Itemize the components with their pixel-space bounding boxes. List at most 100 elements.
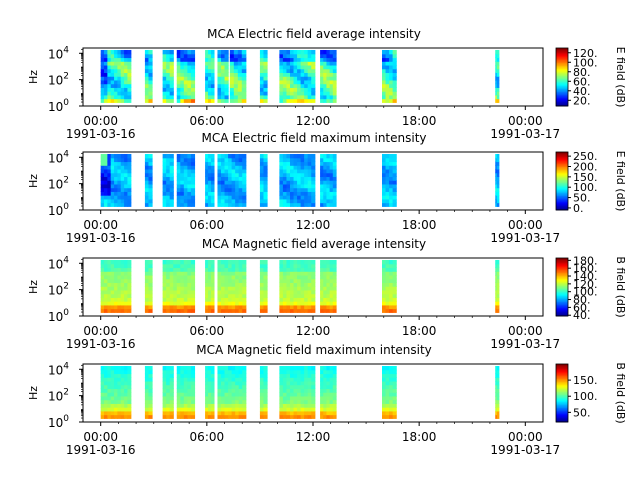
data-cell xyxy=(238,153,243,159)
data-cell xyxy=(259,278,265,284)
data-cell xyxy=(297,61,302,66)
data-cell xyxy=(148,87,153,92)
data-cell xyxy=(238,304,243,310)
data-cell xyxy=(100,180,105,185)
data-cell xyxy=(224,176,229,181)
data-cell xyxy=(117,293,122,298)
data-cell xyxy=(148,380,153,386)
data-cell xyxy=(233,68,239,74)
data-cell xyxy=(304,202,309,207)
data-cell xyxy=(100,168,105,174)
data-cell xyxy=(293,403,298,408)
data-cell xyxy=(183,308,188,313)
data-cell xyxy=(300,168,305,174)
data-cell xyxy=(231,187,236,192)
data-cell xyxy=(237,94,243,100)
data-cell xyxy=(127,271,132,276)
data-cell xyxy=(279,278,284,284)
data-cell xyxy=(389,384,394,390)
data-cell xyxy=(144,388,150,393)
colorbar-step xyxy=(556,395,568,398)
data-cell xyxy=(300,176,305,181)
data-cell xyxy=(117,79,122,85)
data-cell xyxy=(329,289,334,295)
data-cell xyxy=(323,388,328,393)
data-cell xyxy=(114,289,118,295)
data-cell xyxy=(382,414,387,419)
data-cell xyxy=(231,301,236,306)
data-cell xyxy=(307,369,312,375)
data-cell xyxy=(217,407,222,412)
data-cell xyxy=(238,369,243,375)
data-cell xyxy=(114,202,118,207)
data-cell xyxy=(279,68,284,74)
data-cell xyxy=(389,308,394,313)
data-cell xyxy=(385,198,390,204)
data-cell xyxy=(176,399,181,404)
data-cell xyxy=(205,76,209,81)
data-cell xyxy=(176,373,181,378)
data-cell xyxy=(263,87,268,92)
data-cell xyxy=(385,83,390,88)
data-cell xyxy=(148,161,153,166)
data-cell xyxy=(173,263,178,269)
data-cell xyxy=(293,308,298,313)
data-cell xyxy=(114,91,118,96)
data-cell xyxy=(290,198,295,204)
data-cell xyxy=(389,369,394,375)
data-cell xyxy=(100,377,105,382)
data-cell xyxy=(382,274,387,280)
data-cell xyxy=(311,76,316,81)
data-cell xyxy=(208,274,212,280)
data-cell xyxy=(190,395,196,401)
data-cell xyxy=(162,293,167,298)
data-cell xyxy=(263,202,268,207)
data-cell xyxy=(120,157,125,163)
data-cell xyxy=(100,286,105,291)
colorbar-step xyxy=(556,72,568,75)
data-cell xyxy=(224,369,229,375)
data-cell xyxy=(114,392,118,397)
data-cell xyxy=(180,49,185,55)
data-cell xyxy=(180,68,185,74)
x-tick-label: 18:00 xyxy=(402,430,437,444)
data-cell xyxy=(166,91,171,96)
data-cell xyxy=(144,267,150,272)
data-cell xyxy=(323,49,328,55)
colorbar-step xyxy=(556,208,568,211)
data-cell xyxy=(176,388,181,393)
data-cell xyxy=(242,263,247,269)
data-cell xyxy=(279,297,284,302)
data-cell xyxy=(162,407,167,412)
data-cell xyxy=(110,87,115,92)
data-cell xyxy=(332,172,337,178)
data-cell xyxy=(166,64,171,70)
data-cell xyxy=(148,403,153,408)
x-tick-label: 06:00 xyxy=(190,218,225,232)
data-cell xyxy=(104,83,108,88)
data-cell xyxy=(231,259,236,265)
data-cell xyxy=(104,94,108,100)
data-cell xyxy=(300,410,305,416)
data-cell xyxy=(307,293,312,298)
data-cell xyxy=(169,403,174,408)
x-tick-label: 18:00 xyxy=(402,218,437,232)
data-cell xyxy=(144,191,150,196)
data-cell xyxy=(231,304,236,310)
data-cell xyxy=(329,271,334,276)
data-cell xyxy=(120,79,125,85)
data-cell xyxy=(120,304,125,310)
data-cell xyxy=(120,172,125,178)
data-cell xyxy=(169,49,174,55)
data-cell xyxy=(290,153,295,159)
colorbar-step xyxy=(556,287,568,289)
data-cell xyxy=(120,377,125,382)
data-cell xyxy=(124,79,129,85)
data-cell xyxy=(497,68,500,74)
colorbar-step xyxy=(556,82,568,85)
data-cell xyxy=(329,308,334,313)
data-cell xyxy=(208,195,212,200)
data-cell xyxy=(144,403,150,408)
colorbar: 120.100.80.60.40.20. E field (dB) xyxy=(555,47,627,107)
